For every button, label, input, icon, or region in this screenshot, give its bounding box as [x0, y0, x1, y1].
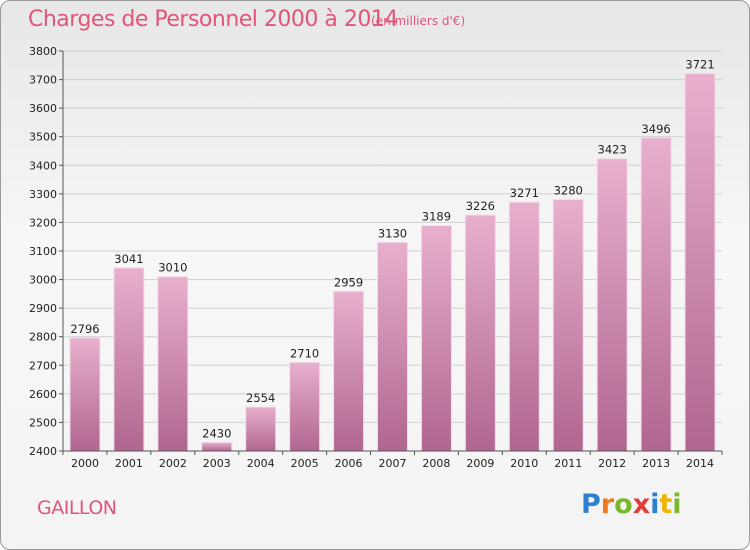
value-label-2012: 3423	[598, 143, 627, 157]
x-tick-label-2011: 2011	[554, 457, 582, 470]
value-label-2003: 2430	[202, 426, 231, 440]
y-tick-label: 2400	[29, 445, 57, 458]
value-label-2005: 2710	[290, 346, 319, 360]
y-tick-label: 3000	[29, 274, 57, 287]
y-tick-label: 2700	[29, 359, 57, 372]
logo-letter: t	[659, 489, 673, 520]
value-label-2011: 3280	[554, 184, 583, 198]
bar-2008	[420, 225, 452, 452]
bar-2006	[333, 290, 365, 452]
y-tick-label: 2900	[29, 302, 57, 315]
logo-letter: o	[614, 489, 633, 520]
x-tick-label-2004: 2004	[247, 457, 275, 470]
x-tick-label-2010: 2010	[510, 457, 538, 470]
x-tick-label-2008: 2008	[422, 457, 450, 470]
y-tick-label: 3500	[29, 131, 57, 144]
logo-letter: r	[600, 489, 615, 520]
value-label-2000: 2796	[70, 322, 99, 336]
x-tick-label-2002: 2002	[159, 457, 187, 470]
bar-2004	[245, 406, 277, 452]
y-tick-label: 2600	[29, 388, 57, 401]
chart-title: Charges de Personnel 2000 à 2014	[28, 7, 398, 32]
y-tick-label: 3800	[29, 45, 57, 58]
y-tick-label: 3600	[29, 102, 57, 115]
y-tick-label: 3100	[29, 245, 57, 258]
bar-2011	[552, 199, 584, 452]
value-label-2001: 3041	[114, 252, 143, 266]
x-tick-label-2003: 2003	[203, 457, 231, 470]
x-tick-label-2009: 2009	[466, 457, 494, 470]
x-tick-label-2007: 2007	[379, 457, 407, 470]
x-tick-label-2006: 2006	[335, 457, 363, 470]
logo-letter: P	[581, 489, 601, 520]
y-tick-label: 3200	[29, 216, 57, 229]
bar-2002	[157, 276, 189, 452]
value-label-2002: 3010	[158, 261, 187, 275]
y-tick-label: 3400	[29, 159, 57, 172]
bar-2014	[684, 73, 716, 452]
value-label-2006: 2959	[334, 275, 363, 289]
value-label-2014: 3721	[685, 58, 714, 72]
value-label-2004: 2554	[246, 391, 275, 405]
value-label-2013: 3496	[641, 122, 670, 136]
chart-subtitle: (en milliers d'€)	[371, 14, 466, 28]
x-tick-label-2013: 2013	[642, 457, 670, 470]
bar-2007	[377, 241, 408, 452]
value-label-2009: 3226	[466, 199, 495, 213]
bar-2010	[508, 201, 540, 452]
logo-letter: x	[632, 489, 651, 520]
x-tick-label-2001: 2001	[115, 457, 143, 470]
logo-letter: i	[672, 489, 682, 520]
y-tick-label: 2800	[29, 331, 57, 344]
y-tick-label: 3300	[29, 188, 57, 201]
bar-2003	[201, 441, 233, 452]
bar-2009	[464, 214, 496, 452]
value-label-2010: 3271	[510, 186, 539, 200]
bar-2013	[640, 137, 672, 452]
proxiti-logo: Proxiti	[581, 489, 682, 520]
x-tick-label-2005: 2005	[291, 457, 319, 470]
y-tick-label: 2500	[29, 416, 57, 429]
x-tick-label-2012: 2012	[598, 457, 626, 470]
bar-2012	[596, 158, 628, 452]
logo-letter: i	[650, 489, 660, 520]
value-label-2008: 3189	[422, 210, 451, 224]
y-tick-label: 3700	[29, 74, 57, 87]
x-tick-label-2014: 2014	[686, 457, 714, 470]
x-tick-label-2000: 2000	[71, 457, 99, 470]
city-name: GAILLON	[37, 497, 117, 519]
bar-2001	[113, 267, 145, 452]
bar-2000	[69, 337, 101, 452]
value-label-2007: 3130	[378, 226, 407, 240]
bar-2005	[289, 361, 321, 452]
